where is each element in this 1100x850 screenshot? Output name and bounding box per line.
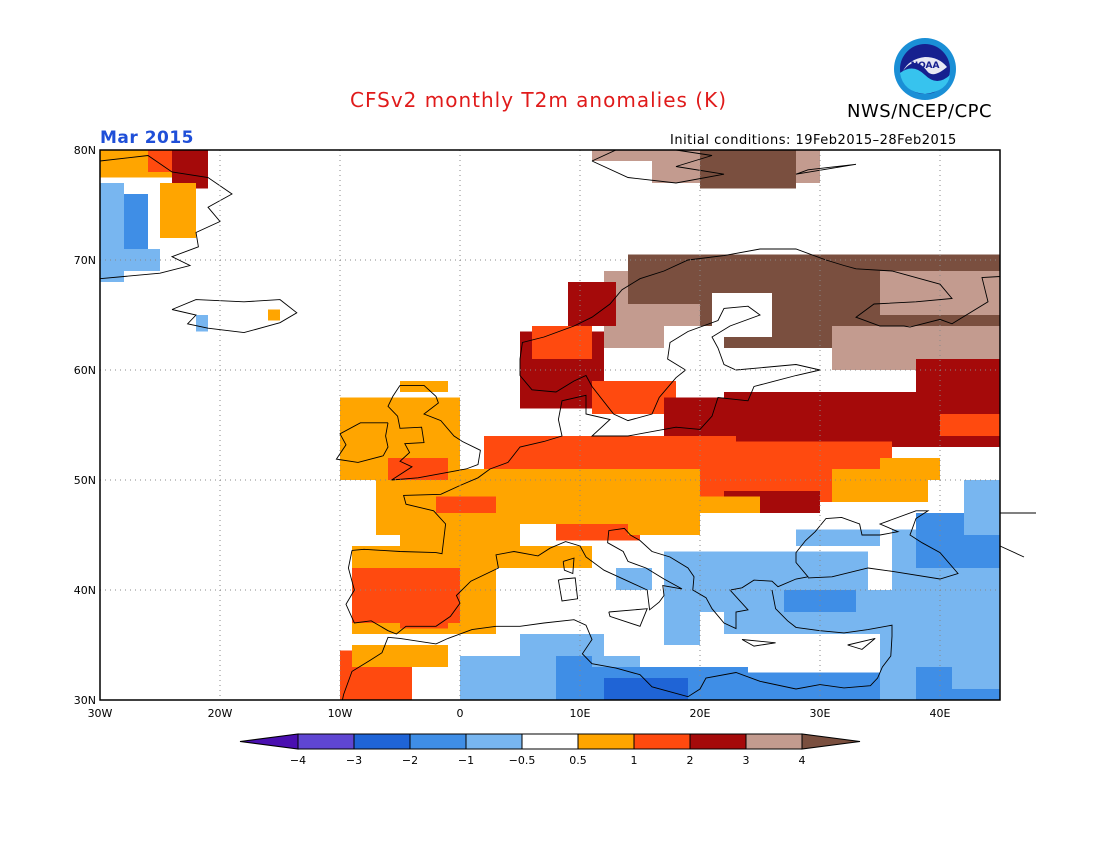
forecast-period: Mar 2015 — [100, 128, 195, 148]
longitude-label: 10E — [570, 707, 591, 720]
svalbard-warm — [592, 150, 700, 161]
colorbar-tick-label: −3 — [346, 754, 362, 767]
latitude-label: 80N — [74, 144, 96, 157]
map-title: CFSv2 monthly T2m anomalies (K) — [350, 88, 727, 112]
anomaly-cell — [400, 381, 448, 392]
anomaly-cell — [532, 326, 592, 359]
anomaly-cell — [616, 568, 652, 590]
ireland — [335, 422, 389, 463]
anomaly-cell — [400, 590, 448, 629]
sardinia — [557, 577, 579, 602]
anomaly-cell — [160, 183, 196, 238]
colorbar-tick-label: 1 — [631, 754, 638, 767]
latitude-label: 70N — [74, 254, 96, 267]
colorbar-segment — [297, 733, 355, 750]
anomaly-field — [100, 150, 1000, 700]
anomaly-cell — [388, 645, 448, 667]
anomaly-cell — [352, 645, 388, 667]
anomaly-cell — [604, 678, 688, 700]
anomaly-cell — [568, 282, 616, 326]
iceland — [171, 299, 298, 334]
colorbar-max-arrow — [801, 733, 861, 750]
longitude-labels: 30W 20W 10W 0 10E 20E 30E 40E — [88, 707, 951, 720]
kong-karls-land — [795, 163, 857, 175]
longitude-label: 10W — [328, 707, 353, 720]
agency-label: NWS/NCEP/CPC — [847, 101, 993, 122]
europe-coast — [351, 248, 1001, 555]
cyprus — [847, 637, 876, 650]
anomaly-cell — [556, 524, 640, 541]
anomaly-cell — [592, 381, 676, 414]
longitude-label: 30E — [810, 707, 831, 720]
anomaly-cell — [724, 590, 1000, 634]
latitude-label: 50N — [74, 474, 96, 487]
latitude-label: 30N — [74, 694, 96, 707]
latitude-label: 40N — [74, 584, 96, 597]
anomaly-cell — [700, 150, 796, 189]
colorbar-segment — [409, 733, 467, 750]
anomaly-cell — [880, 458, 940, 480]
anomaly-cell — [964, 480, 1000, 535]
colorbar-min-arrow — [239, 733, 299, 750]
colorbar: −4 −3 −2 −1 −0.5 0.5 1 2 3 4 — [239, 733, 861, 767]
colorbar-tick-label: 3 — [743, 754, 750, 767]
longitude-label: 20W — [208, 707, 233, 720]
longitude-label: 0 — [457, 707, 464, 720]
initial-conditions: Initial conditions: 19Feb2015–28Feb2015 — [670, 133, 957, 148]
colorbar-segment — [465, 733, 523, 750]
corsica — [562, 557, 575, 575]
colorbar-segment — [745, 733, 803, 750]
anomaly-cell — [880, 271, 1000, 315]
greenland-east-cold — [100, 183, 124, 282]
mediterranean-coast — [345, 510, 959, 635]
longitude-label: 40E — [930, 707, 951, 720]
colorbar-segment — [521, 733, 579, 750]
colorbar-tick-label: 2 — [687, 754, 694, 767]
noaa-logo: NOAA — [894, 38, 956, 100]
map-frame — [99, 149, 1001, 701]
anomaly-cell — [700, 672, 880, 700]
africa-asia-coast — [341, 589, 893, 701]
longitude-label: 30W — [88, 707, 113, 720]
anomaly-cell — [952, 656, 1000, 689]
colorbar-tick-label: −4 — [290, 754, 306, 767]
longitude-label: 20E — [690, 707, 711, 720]
coastlines — [99, 149, 1036, 701]
anomaly-cell — [172, 150, 208, 189]
crete — [741, 639, 776, 647]
colorbar-tick-label: −1 — [458, 754, 474, 767]
anomaly-cell — [436, 496, 496, 513]
anomaly-cell — [628, 518, 700, 535]
colorbar-tick-label: 4 — [799, 754, 806, 767]
anomaly-cell — [664, 612, 700, 645]
colorbar-tick-label: −2 — [402, 754, 418, 767]
anomaly-cell — [196, 315, 208, 332]
anomaly-cell — [124, 249, 160, 271]
caspian-west — [999, 512, 1036, 558]
colorbar-tick-label: −0.5 — [509, 754, 536, 767]
greenland-coast — [99, 155, 233, 280]
colorbar-segment — [633, 733, 691, 750]
colorbar-tick-label: 0.5 — [569, 754, 587, 767]
anomaly-cell — [796, 529, 880, 546]
anomaly-cell — [388, 458, 448, 480]
graticule — [100, 150, 1000, 700]
great-britain — [387, 384, 481, 481]
anomaly-cell — [940, 414, 1000, 436]
latitude-label: 60N — [74, 364, 96, 377]
anomaly-cell — [700, 496, 760, 513]
colorbar-segment — [577, 733, 635, 750]
anomaly-cell — [508, 502, 652, 524]
colorbar-segment — [689, 733, 747, 750]
latitude-labels: 80N 70N 60N 50N 40N 30N — [74, 144, 96, 707]
anomaly-cell — [556, 656, 592, 700]
sicily — [608, 608, 648, 627]
anomaly-cell — [268, 309, 280, 321]
colorbar-segment — [353, 733, 411, 750]
noaa-logo-text: NOAA — [911, 61, 940, 71]
